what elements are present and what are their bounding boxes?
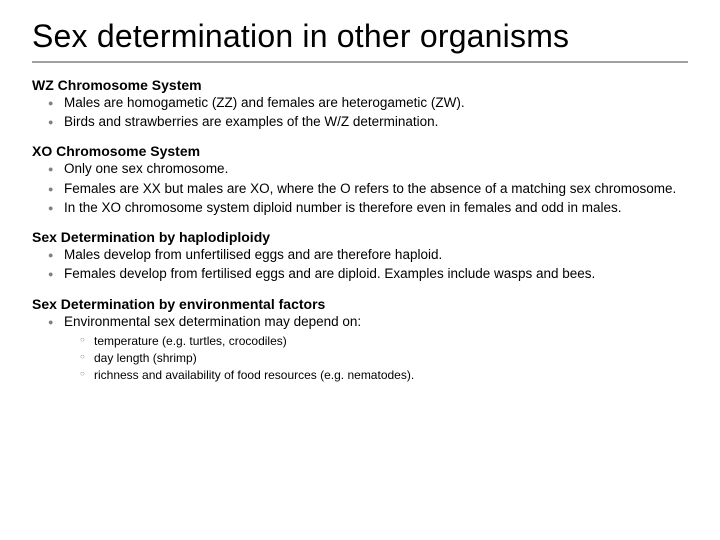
section-wz: WZ Chromosome System Males are homogamet… (32, 77, 688, 131)
bullet-item: Males develop from unfertilised eggs and… (48, 246, 688, 264)
section-heading: XO Chromosome System (32, 143, 688, 159)
sub-bullet-item: day length (shrimp) (80, 350, 688, 366)
bullet-item: Environmental sex determination may depe… (48, 313, 688, 331)
section-xo: XO Chromosome System Only one sex chromo… (32, 143, 688, 217)
slide-title: Sex determination in other organisms (32, 18, 688, 63)
section-heading: Sex Determination by haplodiploidy (32, 229, 688, 245)
bullet-item: Males are homogametic (ZZ) and females a… (48, 94, 688, 112)
bullet-list: Males develop from unfertilised eggs and… (32, 246, 688, 283)
bullet-list: Males are homogametic (ZZ) and females a… (32, 94, 688, 131)
bullet-item: In the XO chromosome system diploid numb… (48, 199, 688, 217)
sub-bullet-list: temperature (e.g. turtles, crocodiles) d… (32, 333, 688, 384)
bullet-item: Females develop from fertilised eggs and… (48, 265, 688, 283)
slide: Sex determination in other organisms WZ … (0, 0, 720, 540)
bullet-list: Environmental sex determination may depe… (32, 313, 688, 331)
bullet-item: Females are XX but males are XO, where t… (48, 180, 688, 198)
bullet-item: Only one sex chromosome. (48, 160, 688, 178)
bullet-list: Only one sex chromosome. Females are XX … (32, 160, 688, 217)
section-haplodiploidy: Sex Determination by haplodiploidy Males… (32, 229, 688, 283)
sub-bullet-item: temperature (e.g. turtles, crocodiles) (80, 333, 688, 349)
section-heading: WZ Chromosome System (32, 77, 688, 93)
bullet-item: Birds and strawberries are examples of t… (48, 113, 688, 131)
sub-bullet-item: richness and availability of food resour… (80, 367, 688, 383)
section-environmental: Sex Determination by environmental facto… (32, 296, 688, 384)
section-heading: Sex Determination by environmental facto… (32, 296, 688, 312)
